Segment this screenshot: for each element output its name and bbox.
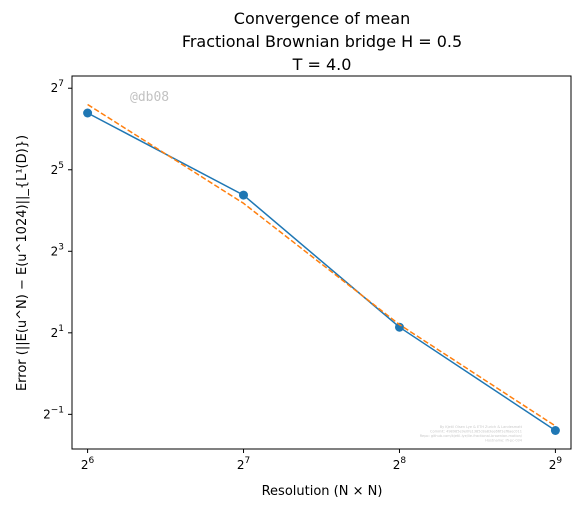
y-axis-ticks: 2−1 21 23 25 27 bbox=[43, 79, 72, 421]
data-point bbox=[395, 322, 404, 332]
plot-area bbox=[83, 103, 560, 435]
y-tick-label: 21 bbox=[51, 324, 64, 340]
watermark: @db08 bbox=[130, 90, 169, 105]
y-tick-label: 23 bbox=[51, 242, 64, 258]
y-tick-label: 25 bbox=[51, 161, 64, 177]
x-tick-label: 27 bbox=[237, 456, 250, 472]
title-line-1: Convergence of mean bbox=[234, 9, 410, 28]
data-point bbox=[83, 108, 93, 118]
data-point bbox=[550, 426, 560, 435]
y-tick-label: 27 bbox=[51, 79, 64, 95]
credits-line: Commit: 498985e9e0fe1385c8a83ee66f1ef6ae… bbox=[430, 430, 522, 434]
title-line-2: Fractional Brownian bridge H = 0.5 bbox=[182, 32, 462, 51]
credits-block: By Kjetil Olsen Lye & ETH Zurich & Lande… bbox=[420, 425, 523, 443]
x-axis-ticks: 26 27 28 29 bbox=[81, 449, 562, 472]
plot-frame bbox=[71, 75, 572, 450]
error-line-0 bbox=[87, 112, 556, 432]
x-axis-label: Resolution (N × N) bbox=[262, 484, 383, 499]
credits-line: Hostname: ifi-pc-034 bbox=[485, 439, 522, 443]
title-line-3: T = 4.0 bbox=[292, 55, 352, 74]
data-point bbox=[239, 190, 248, 200]
x-tick-label: 28 bbox=[393, 456, 407, 472]
y-axis-label: Error (||E(u^N) − E(u^1024)||_{L¹(D)}) bbox=[15, 135, 30, 391]
x-tick-label: 29 bbox=[549, 456, 563, 472]
dashed-fit-line-1 bbox=[87, 103, 556, 427]
credits-line: Repo: github.com/kjetil-lye/lie-fraction… bbox=[420, 434, 523, 438]
chart-title: Convergence of mean Fractional Brownian … bbox=[182, 9, 462, 74]
credits-line: By Kjetil Olsen Lye & ETH Zurich & Lande… bbox=[440, 425, 523, 429]
y-tick-label: 2−1 bbox=[43, 405, 64, 421]
x-tick-label: 26 bbox=[81, 456, 95, 472]
